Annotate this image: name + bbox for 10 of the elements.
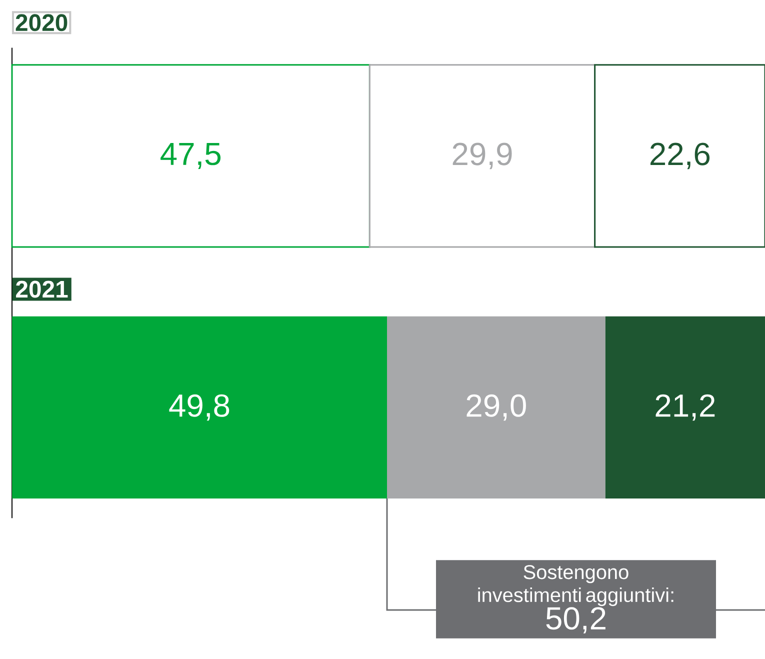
data-label: 29,0 — [466, 394, 526, 421]
y-tick-label: 2021 — [16, 280, 68, 298]
y-tick-label: 2020 — [16, 14, 68, 32]
data-label: 47,5 — [160, 142, 221, 169]
text: Sostengono investimenti aggiuntivi: — [478, 565, 674, 606]
data-label: 49,8 — [169, 394, 230, 421]
data-label: 29,9 — [452, 142, 512, 170]
text: 50,2 — [546, 607, 606, 634]
data-label: 21,2 — [656, 394, 715, 421]
data-label: 22,6 — [650, 142, 710, 170]
